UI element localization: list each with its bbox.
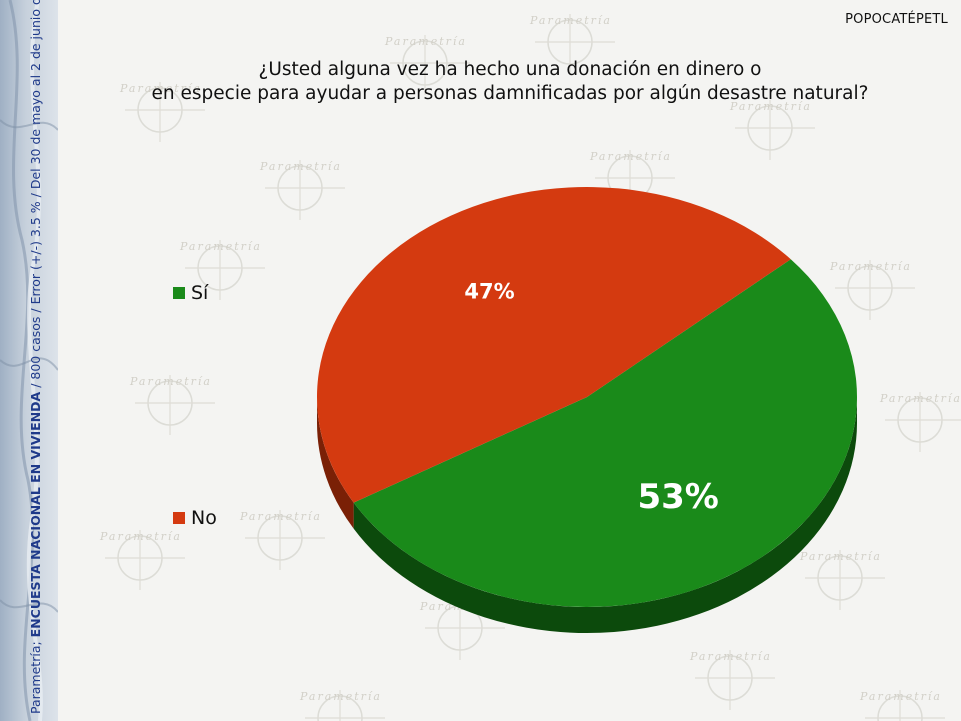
- legend-item-no: No: [173, 507, 217, 529]
- watermark-text: Parametría: [259, 160, 342, 173]
- chart-legend-bottom: No: [173, 507, 217, 529]
- watermark-text: Parametría: [129, 375, 212, 388]
- watermark-text: Parametría: [384, 35, 467, 48]
- legend-label-no: No: [191, 507, 217, 529]
- chart-title: ¿Usted alguna vez ha hecho una donación …: [60, 58, 960, 106]
- watermark-text: Parametría: [239, 510, 322, 523]
- chart-title-line-2: en especie para ayudar a personas damnif…: [151, 83, 869, 104]
- brand-label: POPOCATÉPETL: [845, 12, 948, 27]
- pie-slice-no[interactable]: [317, 187, 791, 503]
- watermark-text: Parametría: [119, 82, 202, 95]
- pie-label-si: 53%: [637, 477, 718, 517]
- watermark-text: Parametría: [589, 150, 672, 163]
- watermark-text: Parametría: [879, 392, 961, 405]
- watermark-text: Parametría: [859, 690, 942, 703]
- chart-legend: Sí: [173, 282, 208, 304]
- legend-swatch-si: [173, 287, 185, 299]
- pie-slice-side-no: [317, 397, 354, 529]
- chart-title-line-1: ¿Usted alguna vez ha hecho una donación …: [258, 59, 762, 80]
- watermark-text: Parametría: [529, 14, 612, 27]
- legend-swatch-no: [173, 512, 185, 524]
- watermark-text: Parametría: [689, 650, 772, 663]
- left-decorative-strip: [0, 0, 58, 721]
- watermark-text: Parametría: [829, 260, 912, 273]
- pie-label-no: 47%: [464, 279, 514, 303]
- legend-label-si: Sí: [191, 282, 209, 304]
- watermark-text: Parametría: [299, 690, 382, 703]
- watermark-text: Parametría: [729, 100, 812, 113]
- pie-slice-si[interactable]: [353, 259, 858, 608]
- watermark-text: Parametría: [99, 530, 182, 543]
- legend-item-si: Sí: [173, 282, 208, 304]
- watermark-text: Parametría: [179, 240, 262, 253]
- watermark-text: Parametría: [799, 550, 882, 563]
